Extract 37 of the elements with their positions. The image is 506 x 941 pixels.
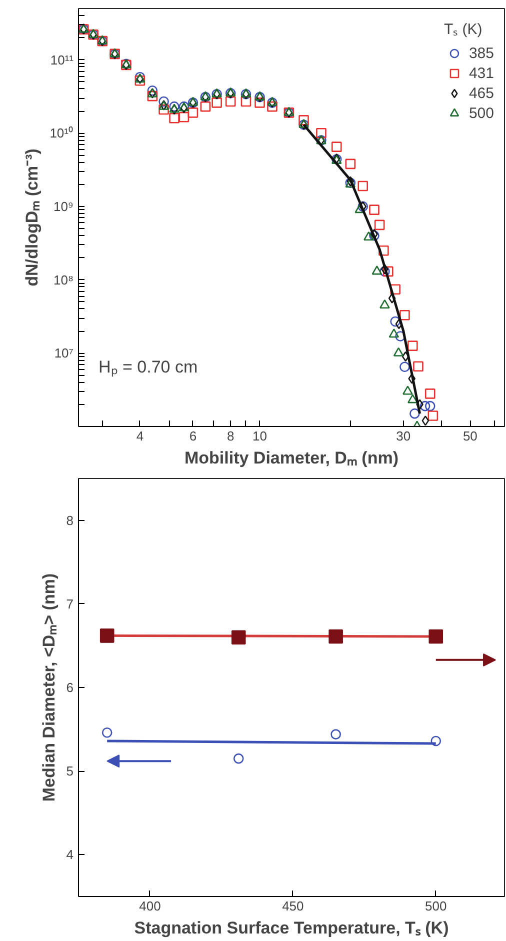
y-tick-label: 10⁷ <box>54 346 74 361</box>
x-tick-label: 10 <box>252 428 267 444</box>
x-tick-label: 6 <box>189 428 197 444</box>
point <box>100 628 114 643</box>
point <box>330 729 341 740</box>
x-tick-label: 8 <box>226 428 234 444</box>
y-tick-label: 4 <box>66 847 74 862</box>
annotation: Hₚ = 0.70 cm <box>98 358 198 378</box>
y-tick-label: 10¹¹ <box>50 52 74 68</box>
x-tick-label: 450 <box>282 898 304 914</box>
y-tick-label: 10¹⁰ <box>50 126 74 141</box>
x-axis-title: Stagnation Surface Temperature, Tₛ (K) <box>134 918 449 938</box>
y-axis-title: Median Diameter, <Dₘ> (nm) <box>39 573 58 802</box>
x-tick-label: 50 <box>462 428 478 444</box>
point <box>428 629 444 644</box>
legend-title: Tₛ (K) <box>444 20 484 38</box>
point <box>328 629 343 644</box>
legend-label: 385 <box>468 44 494 62</box>
y-axis-title: dN/dlogDₘ (cm⁻³) <box>22 148 42 286</box>
y-tick-label: 5 <box>66 764 74 779</box>
point <box>231 630 246 644</box>
y-tick-label: 8 <box>66 512 74 528</box>
x-tick-label: 400 <box>139 898 161 914</box>
y-tick-label: 10⁸ <box>54 272 74 288</box>
legend-label: 500 <box>468 104 494 122</box>
legend-label: 431 <box>468 64 494 82</box>
x-axis-title: Mobility Diameter, Dₘ (nm) <box>184 448 399 468</box>
point <box>430 736 442 746</box>
x-tick-label: 30 <box>396 428 411 444</box>
legend-label: 465 <box>468 84 494 102</box>
point <box>233 753 244 764</box>
point <box>102 728 112 738</box>
x-tick-label: 500 <box>425 898 447 914</box>
x-tick-label: 4 <box>136 428 144 444</box>
y-tick-label: 6 <box>66 680 74 695</box>
y-tick-label: 10⁹ <box>53 198 74 214</box>
y-tick-label: 7 <box>66 596 74 612</box>
